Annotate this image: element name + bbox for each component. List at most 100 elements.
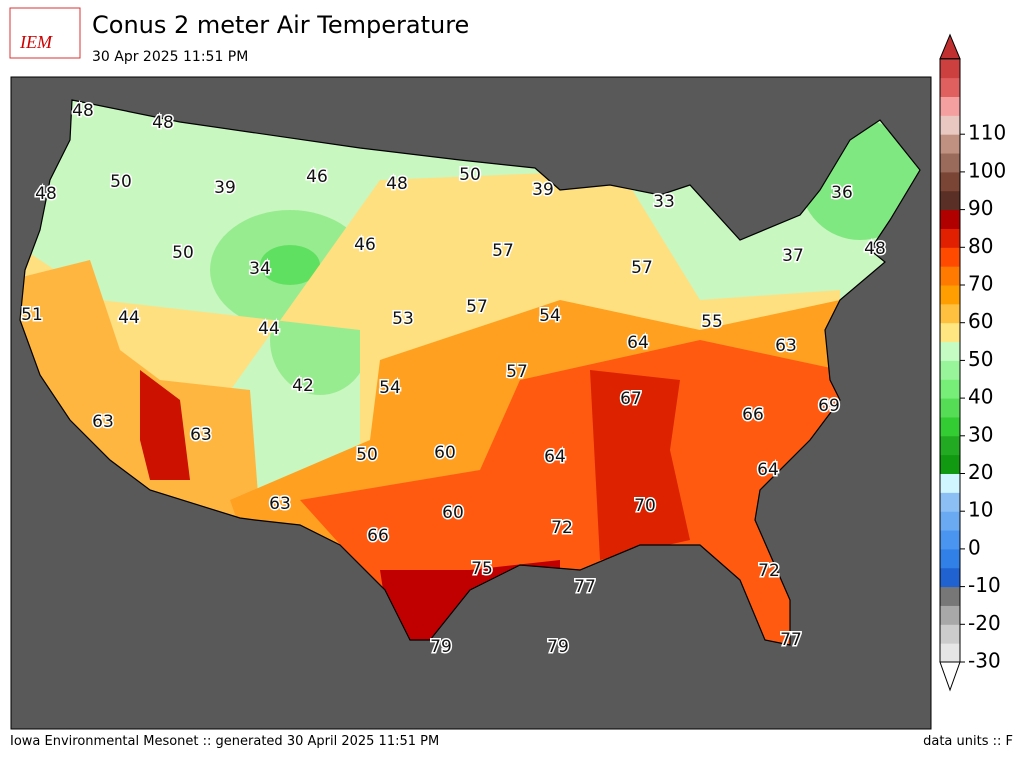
station-value: 57: [466, 297, 488, 317]
colorbar-label: 80: [968, 234, 993, 258]
station-value: 55: [701, 312, 723, 332]
colorbar-band: [940, 530, 960, 550]
station-value: 37: [782, 246, 804, 266]
station-value: 48: [864, 239, 886, 259]
title: Conus 2 meter Air Temperature: [92, 11, 469, 39]
station-value: 64: [627, 333, 649, 353]
station-value: 50: [172, 243, 194, 263]
colorbar-label: 100: [968, 158, 1006, 182]
station-value: 51: [21, 305, 43, 325]
colorbar-band: [940, 567, 960, 588]
colorbar-band: [940, 209, 960, 229]
colorbar-band: [940, 511, 960, 531]
station-value: 79: [430, 637, 452, 657]
station-value: 70: [634, 496, 656, 516]
station-value: 50: [459, 165, 481, 185]
colorbar-band: [940, 605, 960, 625]
station-value: 50: [110, 172, 132, 192]
colorbar-band: [940, 322, 960, 343]
station-value: 57: [492, 241, 514, 261]
colorbar-band: [940, 435, 960, 456]
station-value: 57: [506, 362, 528, 382]
station-value: 54: [539, 306, 561, 326]
station-value: 63: [190, 425, 212, 445]
logo: IEM: [9, 7, 81, 59]
colorbar-band: [940, 379, 960, 399]
station-value: 48: [72, 101, 94, 121]
colorbar-band: [940, 134, 960, 154]
colorbar-band: [940, 492, 960, 512]
colorbar-band: [940, 228, 960, 248]
colorbar-band: [940, 58, 960, 79]
station-value: 64: [544, 447, 566, 467]
station-value: 67: [620, 389, 642, 409]
colorbar-band: [940, 548, 960, 569]
station-value: 50: [356, 445, 378, 465]
colorbar-band: [940, 586, 960, 606]
station-value: 79: [547, 637, 569, 657]
colorbar-label: 40: [968, 385, 993, 409]
colorbar-band: [940, 398, 960, 418]
footer-left: Iowa Environmental Mesonet :: generated …: [10, 734, 439, 749]
colorbar-band: [940, 190, 960, 211]
colorbar-label: -30: [968, 649, 1001, 673]
station-value: 57: [631, 258, 653, 278]
station-value: 39: [214, 178, 236, 198]
station-value: 44: [118, 308, 140, 328]
station-value: 77: [780, 630, 802, 650]
station-value: 60: [442, 503, 464, 523]
logo-text: IEM: [19, 32, 53, 52]
station-value: 34: [249, 259, 271, 279]
station-value: 66: [742, 405, 764, 425]
station-value: 44: [258, 319, 280, 339]
colorbar: -30 -20 -10 0 10 20 30 40 50 60 70 80 90 100 110: [939, 33, 1006, 692]
station-labels: 48 48 50 39 46 48 50 39 33 36 48 50 34 46 57 57 37 48 51 44…: [20, 100, 888, 659]
colorbar-label: 10: [968, 498, 993, 522]
station-value: 36: [831, 183, 853, 203]
station-value: 64: [757, 460, 779, 480]
colorbar-max: [939, 33, 961, 60]
station-value: 39: [532, 180, 554, 200]
colorbar-label: 0: [968, 535, 981, 559]
station-value: 77: [574, 577, 596, 597]
station-value: 54: [379, 378, 401, 398]
colorbar-band: [940, 303, 960, 324]
colorbar-band: [940, 454, 960, 474]
colorbar-band: [940, 643, 960, 663]
station-value: 42: [292, 376, 314, 396]
colorbar-band: [940, 416, 960, 437]
colorbar-label: 110: [968, 121, 1006, 145]
colorbar-band: [940, 285, 960, 305]
station-value: 72: [758, 561, 780, 581]
station-value: 46: [354, 235, 376, 255]
colorbar-band: [940, 247, 960, 267]
colorbar-label: 70: [968, 272, 993, 296]
station-value: 46: [306, 167, 328, 187]
station-value: 63: [269, 494, 291, 514]
subtitle: 30 Apr 2025 11:51 PM: [92, 49, 248, 65]
colorbar-band: [940, 115, 960, 135]
colorbar-band: [940, 266, 960, 286]
footer-right: data units :: F: [923, 734, 1013, 749]
colorbar-band: [940, 624, 960, 644]
colorbar-band: [940, 96, 960, 116]
colorbar-label: 20: [968, 460, 993, 484]
colorbar-min: [939, 661, 961, 692]
station-value: 53: [392, 309, 414, 329]
station-value: 63: [92, 412, 114, 432]
colorbar-label: 60: [968, 309, 993, 333]
colorbar-band: [940, 171, 960, 192]
colorbar-band: [940, 360, 960, 380]
station-value: 72: [551, 518, 573, 538]
station-value: 33: [653, 192, 675, 212]
station-value: 66: [367, 526, 389, 546]
colorbar-label: 30: [968, 422, 993, 446]
colorbar-band: [940, 473, 960, 493]
colorbar-label: 50: [968, 347, 993, 371]
station-value: 63: [775, 336, 797, 356]
station-value: 48: [152, 113, 174, 133]
station-value: 69: [818, 396, 840, 416]
colorbar-label: 90: [968, 196, 993, 220]
colorbar-label: -10: [968, 573, 1001, 597]
